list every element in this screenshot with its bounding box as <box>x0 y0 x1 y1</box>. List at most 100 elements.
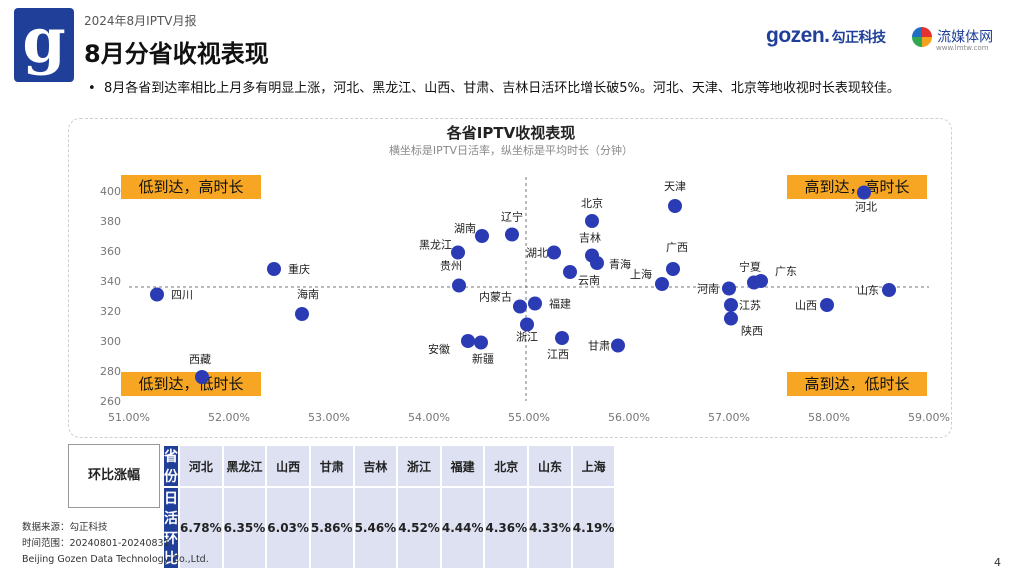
data-point <box>722 281 736 296</box>
data-point <box>724 311 738 326</box>
point-label: 福建 <box>549 297 571 311</box>
x-tick-label: 59.00% <box>908 411 950 424</box>
point-label: 河北 <box>855 201 877 214</box>
brand-media-url: www.lmtw.com <box>936 43 989 52</box>
point-label: 山东 <box>857 284 879 297</box>
province-cell: 甘肃 <box>310 446 353 486</box>
data-point-group: 湖北 <box>526 245 561 260</box>
point-label: 江西 <box>547 348 569 361</box>
data-point <box>451 245 465 260</box>
scatter-chart: 51.00% 52.00% 53.00% 54.00% 55.00% 56.00% 57.0… <box>100 124 950 424</box>
province-row: 省份 河北 黑龙江 山西 甘肃 吉林 浙江 福建 北京 山东 上海 <box>164 446 615 486</box>
data-point-group: 内蒙古 <box>479 290 527 314</box>
point-label: 四川 <box>171 289 193 302</box>
bullet-icon: • <box>88 81 96 96</box>
point-label: 广西 <box>666 241 688 254</box>
data-point <box>666 262 680 276</box>
province-cell: 福建 <box>441 446 484 486</box>
brand-gozen-logo: gozen. 勾正科技 <box>766 24 886 48</box>
data-point <box>520 317 534 332</box>
province-cell: 吉林 <box>354 446 397 486</box>
data-point <box>754 274 768 288</box>
data-point-group: 河北 <box>855 185 877 214</box>
data-point <box>555 331 569 345</box>
data-point-group: 甘肃 <box>588 338 625 353</box>
province-header: 省份 <box>164 446 178 486</box>
data-point-group: 天津 <box>664 180 686 213</box>
x-tick-label: 58.00% <box>808 411 850 424</box>
data-point-group: 黑龙江 <box>419 239 465 260</box>
summary-text: 8月各省到达率相比上月多有明显上涨，河北、黑龙江、山西、甘肃、吉林日活环比增长破… <box>104 81 900 96</box>
summary: • 8月各省到达率相比上月多有明显上涨，河北、黑龙江、山西、甘肃、吉林日活环比增… <box>88 80 958 97</box>
data-point-group: 青海 <box>590 256 631 271</box>
quadrant-text: 低到达，低时长 <box>138 375 243 393</box>
page-title: 8月分省收视表现 <box>84 40 269 68</box>
growth-value-cell: 4.44% <box>441 488 484 568</box>
point-label: 辽宁 <box>501 210 523 224</box>
data-point-group: 上海 <box>630 267 669 291</box>
point-label: 北京 <box>581 196 603 210</box>
quadrant-label-bottom-left: 低到达，低时长 <box>121 372 261 396</box>
data-point-group: 辽宁 <box>501 210 523 242</box>
quadrant-bg <box>121 372 261 396</box>
point-label: 陕西 <box>741 324 763 338</box>
data-point <box>528 296 542 311</box>
point-label: 云南 <box>578 274 600 287</box>
point-label: 广东 <box>775 265 797 278</box>
x-tick-label: 54.00% <box>408 411 450 424</box>
y-tick-label: 300 <box>100 335 121 348</box>
data-point <box>563 265 577 279</box>
province-cell: 黑龙江 <box>223 446 266 486</box>
growth-value-cell: 6.03% <box>267 488 309 568</box>
point-label: 江苏 <box>739 299 761 312</box>
data-point-group: 山东 <box>857 283 896 297</box>
point-label: 青海 <box>609 257 631 271</box>
point-label: 宁夏 <box>739 260 761 274</box>
point-label: 天津 <box>664 180 686 193</box>
point-label: 吉林 <box>579 231 601 245</box>
province-cell: 河北 <box>180 446 222 486</box>
data-point <box>461 334 475 348</box>
data-point <box>267 262 281 276</box>
growth-value-cell: 6.35% <box>223 488 266 568</box>
data-point-group: 广西 <box>666 241 688 276</box>
data-point <box>150 287 164 302</box>
growth-table: 省份 河北 黑龙江 山西 甘肃 吉林 浙江 福建 北京 山东 上海 日活环比 6.78% 6.35%… <box>162 444 616 570</box>
data-point-group: 江西 <box>547 331 569 361</box>
data-point-group: 江苏 <box>724 298 761 312</box>
growth-value-cell: 4.33% <box>529 488 571 568</box>
data-point <box>655 277 669 291</box>
point-label: 内蒙古 <box>479 290 512 304</box>
y-tick-label: 280 <box>100 365 121 378</box>
x-tick-label: 53.00% <box>308 411 350 424</box>
growth-value-cell: 4.19% <box>572 488 615 568</box>
data-point-group: 广东 <box>754 265 797 288</box>
dau-growth-header: 日活环比 <box>164 488 178 568</box>
point-label: 海南 <box>297 287 319 301</box>
growth-value-cell: 6.78% <box>180 488 222 568</box>
point-label: 湖南 <box>454 222 476 235</box>
data-point <box>475 229 489 243</box>
company-name: Beijing Gozen Data Technology Co.,Ltd. <box>22 554 209 565</box>
y-tick-label: 360 <box>100 245 121 258</box>
brand-media-logo: 流媒体网 www.lmtw.com <box>912 26 993 52</box>
data-point-group: 重庆 <box>267 262 310 276</box>
data-point <box>474 335 488 350</box>
page-number: 4 <box>994 556 1001 569</box>
x-tick-label: 57.00% <box>708 411 750 424</box>
gozen-logo: g <box>14 8 74 82</box>
growth-value-cell: 4.36% <box>485 488 528 568</box>
data-point-group: 四川 <box>150 287 193 302</box>
chart-container: 51.00% 52.00% 53.00% 54.00% 55.00% 56.00% 57.0… <box>68 118 952 438</box>
x-tick-label: 56.00% <box>608 411 650 424</box>
brand-media-name: 流媒体网 <box>937 29 994 46</box>
y-tick-label: 340 <box>100 275 121 288</box>
quadrant-bg <box>787 175 927 199</box>
quadrant-label-top-right: 高到达，高时长 <box>787 175 927 199</box>
data-source: 数据来源：勾正科技 <box>22 522 108 533</box>
province-cell: 北京 <box>485 446 528 486</box>
quadrant-text: 高到达，低时长 <box>804 375 909 393</box>
data-point <box>820 298 834 312</box>
data-point <box>857 185 871 200</box>
x-tick-label: 55.00% <box>508 411 550 424</box>
